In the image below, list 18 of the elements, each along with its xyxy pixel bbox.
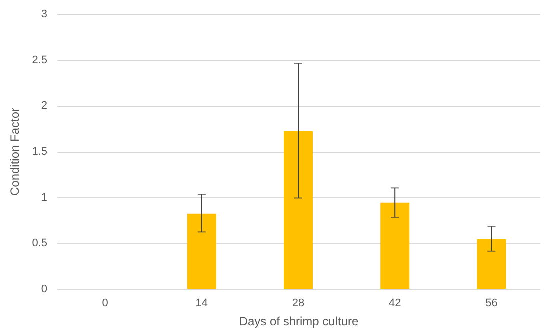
x-tick-label: 0 (102, 298, 108, 310)
y-tick-label: 3 (41, 8, 48, 20)
y-tick-label: 0 (41, 284, 48, 296)
y-tick-label: 0.5 (32, 238, 48, 250)
bar (477, 240, 506, 289)
bar (380, 202, 410, 289)
y-tick-label: 1.5 (32, 146, 48, 158)
x-axis-title: Days of shrimp culture (239, 314, 360, 328)
bar (187, 214, 216, 289)
x-tick-label: 56 (486, 298, 498, 310)
y-tick-label: 1 (41, 192, 48, 204)
x-tick-label: 14 (196, 298, 208, 310)
x-tick-label: 42 (388, 298, 402, 310)
y-tick-label: 2 (41, 100, 48, 112)
bar (284, 131, 313, 289)
y-axis-title: Condition Factor (8, 108, 22, 196)
y-tick-label: 2.5 (32, 54, 48, 66)
x-tick-label: 28 (292, 298, 305, 310)
